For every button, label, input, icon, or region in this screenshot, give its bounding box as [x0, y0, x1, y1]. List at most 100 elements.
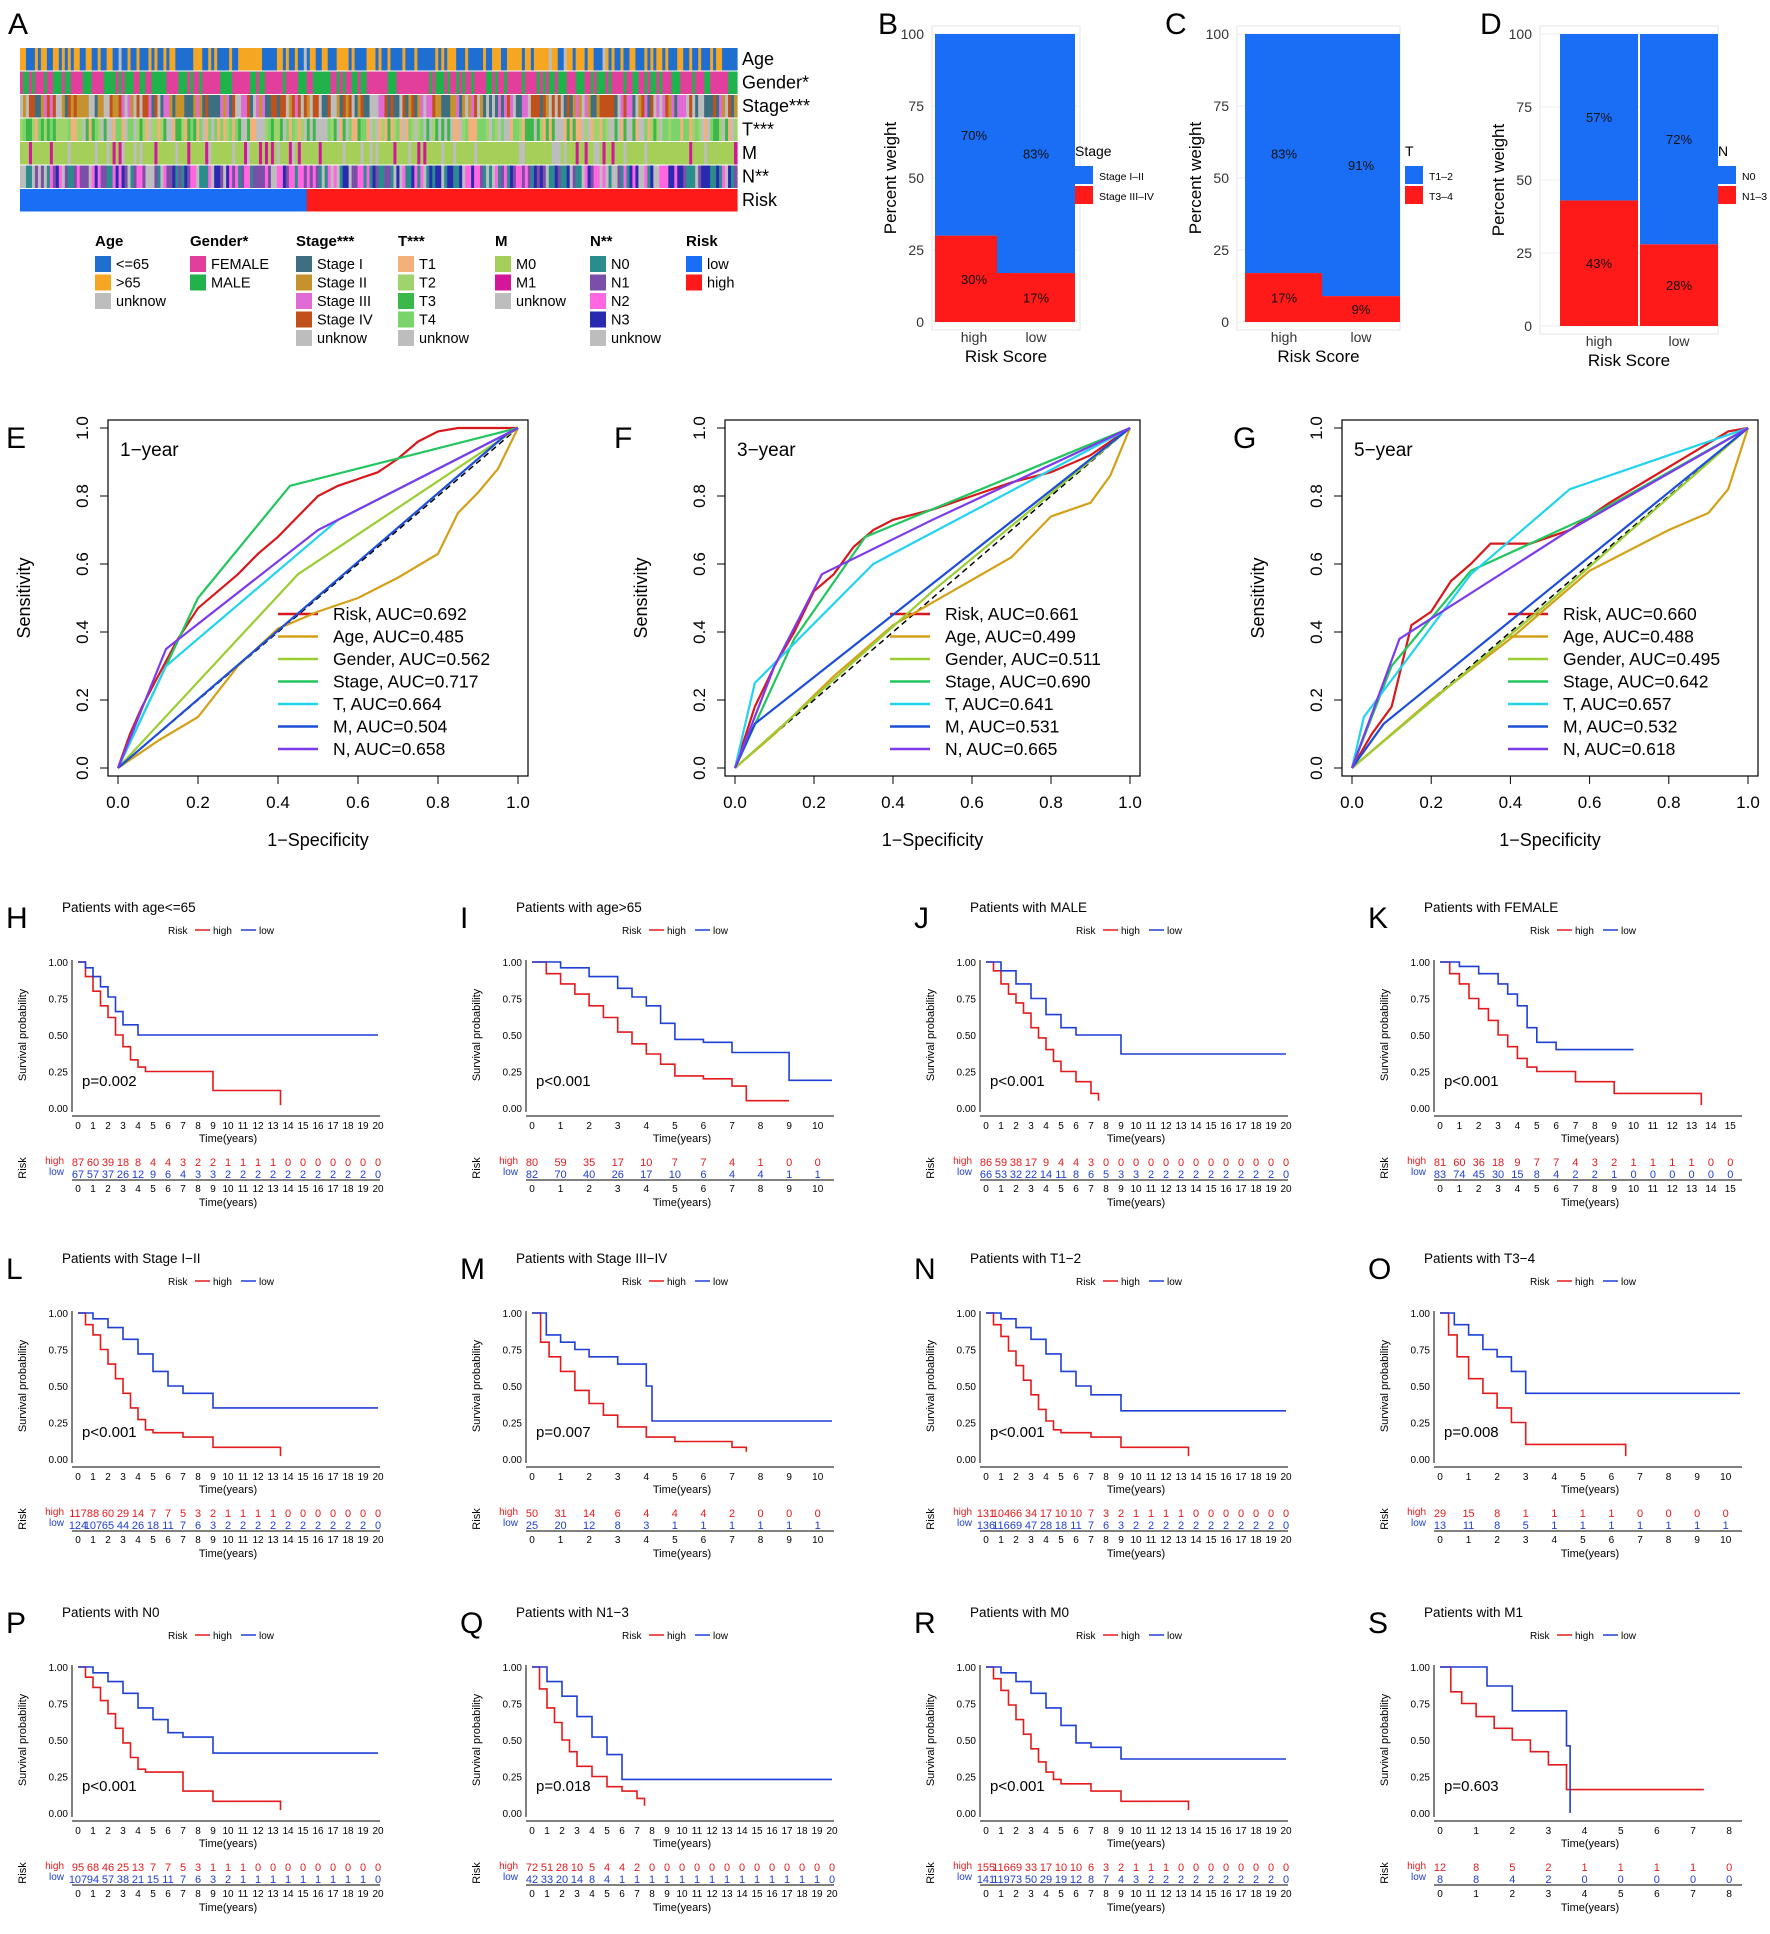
heatmap-cell: [495, 142, 499, 165]
heatmap-cell: [294, 95, 299, 118]
y-tick-label: 0.00: [49, 1455, 69, 1466]
risk-count-high: 0: [330, 1862, 336, 1874]
heatmap-cell: [707, 95, 711, 118]
heatmap-cell: [196, 118, 200, 141]
risk-count-low: 2: [270, 1169, 276, 1181]
heatmap-cell: [25, 71, 30, 94]
risk-count-low: 1: [255, 1874, 261, 1886]
x-tick-label: 6: [1073, 1121, 1079, 1132]
x-tick-label: 5: [1058, 1121, 1064, 1132]
risk-x-tick-label: 0: [983, 1184, 989, 1195]
heatmap-cell: [339, 189, 344, 212]
x-tick-label: 3: [574, 1826, 580, 1837]
heatmap-cell: [533, 48, 538, 71]
heatmap-cell: [665, 95, 669, 118]
heatmap-cell: [584, 71, 589, 94]
legend-label: T, AUC=0.641: [945, 694, 1053, 714]
heatmap-cell: [366, 165, 371, 188]
legend-label: low: [713, 1277, 729, 1288]
risk-count-high: 86: [980, 1157, 992, 1169]
km-curve-high: [986, 961, 1100, 1101]
risk-x-tick-label: 7: [1088, 1184, 1094, 1195]
x-tick-label: 4: [1043, 1121, 1049, 1132]
legend-label: low: [259, 1277, 275, 1288]
heatmap-cell: [58, 118, 63, 141]
heatmap-cell: [734, 189, 738, 212]
x-tick-label: 3: [120, 1472, 126, 1483]
heatmap-cell: [223, 48, 227, 71]
heatmap-cell: [205, 189, 209, 212]
x-tick-label: 1: [998, 1121, 1004, 1132]
risk-x-tick-label: 2: [105, 1535, 111, 1546]
heatmap-cell: [372, 95, 377, 118]
risk-x-tick-label: 18: [796, 1889, 808, 1900]
risk-count-high: 87: [72, 1157, 84, 1169]
risk-count-low: 30: [1492, 1169, 1504, 1181]
heatmap-cell: [495, 118, 499, 141]
risk-x-tick-label: 1: [998, 1889, 1004, 1900]
heatmap-cell: [160, 71, 164, 94]
risk-count-high: 1: [240, 1157, 246, 1169]
heatmap-cell: [692, 189, 696, 212]
heatmap-cell: [342, 142, 347, 165]
risk-count-low: 8: [1088, 1874, 1094, 1886]
heatmap-cell: [288, 189, 293, 212]
heatmap-cell: [360, 48, 365, 71]
heatmap-cell: [480, 48, 484, 71]
heatmap-cell: [321, 165, 326, 188]
heatmap-cell: [315, 71, 320, 94]
risk-count-low: 26: [117, 1169, 129, 1181]
heatmap-cell: [435, 95, 439, 118]
heatmap-cell: [420, 142, 424, 165]
risk-count-high: 9: [1043, 1157, 1049, 1169]
heatmap-cell: [58, 95, 63, 118]
y-tick-label: 0.75: [957, 1700, 977, 1711]
y-tick-label: 100: [1206, 26, 1230, 42]
heatmap-cell: [324, 142, 329, 165]
heatmap-cell: [722, 165, 726, 188]
heatmap-cell: [67, 142, 72, 165]
risk-x-tick-label: 11: [1146, 1535, 1157, 1546]
heatmap-cell: [686, 95, 690, 118]
heatmap-cell: [214, 48, 218, 71]
heatmap-cell: [372, 48, 377, 71]
heatmap-cell: [270, 48, 275, 71]
heatmap-cell: [599, 71, 604, 94]
heatmap-cell: [217, 142, 221, 165]
bar-data-label: 57%: [1586, 110, 1612, 125]
heatmap-cell: [34, 142, 39, 165]
heatmap-cell: [492, 118, 496, 141]
heatmap-cell: [312, 142, 317, 165]
heatmap-cell: [593, 48, 598, 71]
heatmap-cell: [432, 95, 436, 118]
y-tick-label: 75: [908, 98, 924, 114]
heatmap-cell: [450, 118, 454, 141]
heatmap-cell: [348, 118, 353, 141]
risk-x-tick-label: 8: [1726, 1889, 1732, 1900]
heatmap-cell: [369, 118, 374, 141]
heatmap-cell: [20, 118, 24, 141]
heatmap-cell: [76, 165, 81, 188]
risk-count-low: 3: [1118, 1169, 1124, 1181]
heatmap-cell: [157, 165, 162, 188]
heatmap-cell: [506, 95, 511, 118]
heatmap-cell: [527, 189, 532, 212]
legend-swatch: [1718, 186, 1736, 204]
plot-box: [724, 419, 1141, 777]
x-tick-label: 6: [1553, 1121, 1559, 1132]
heatmap-cell: [211, 142, 215, 165]
heatmap-cell: [306, 165, 311, 188]
y-tick-label: 50: [1516, 172, 1532, 188]
heatmap-cell: [656, 118, 660, 141]
heatmap-cell: [124, 71, 129, 94]
heatmap-cell: [453, 95, 457, 118]
risk-count-high: 1: [1582, 1862, 1588, 1874]
heatmap-cell: [327, 118, 332, 141]
x-tick-label: 18: [342, 1472, 354, 1483]
heatmap-cell: [560, 118, 565, 141]
legend-label: Stage III–IV: [1099, 191, 1154, 203]
heatmap-cell: [372, 165, 377, 188]
heatmap-cell: [279, 189, 284, 212]
heatmap-cell: [214, 142, 218, 165]
heatmap-cell: [127, 165, 132, 188]
